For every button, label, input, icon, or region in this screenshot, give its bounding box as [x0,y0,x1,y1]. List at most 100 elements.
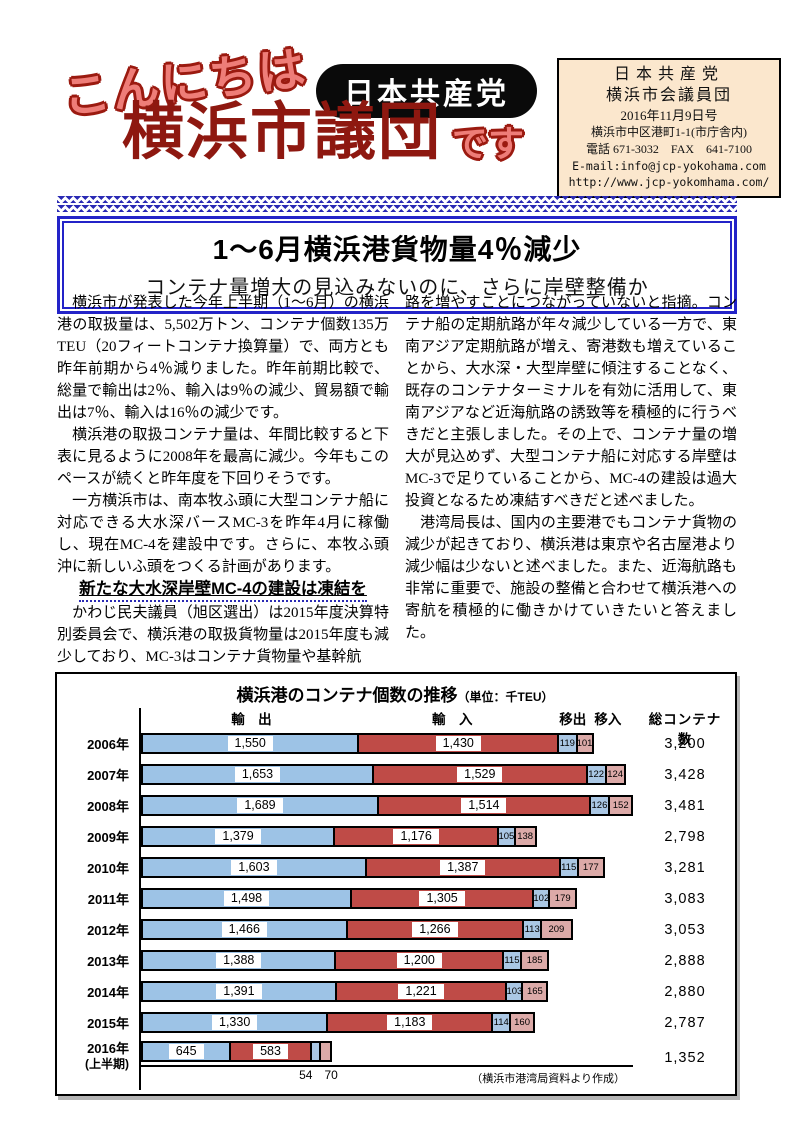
transfer-out-value-label: 103 [506,986,523,997]
export-bar-segment: 1,330 [143,1014,327,1031]
chart-year-label: 2010年 [87,861,129,876]
container-volume-chart: 横浜港のコンテナ個数の推移（単位：千TEU） 輸 出 輸 入 移出 移入 総コン… [55,672,737,1096]
transfer-out-bar-segment [309,1043,319,1060]
chart-bar-area: 1,689 1,514 126 152 [139,790,643,821]
chart-bar-area: 1,330 1,183 114 160 [139,1007,643,1038]
transfer-in-value-label: 160 [514,1017,530,1028]
chart-title: 横浜港のコンテナ個数の推移（単位：千TEU） [63,681,727,706]
transfer-in-bar-segment: 160 [509,1014,534,1031]
chart-row: 2016年 (上半期) 645 583 54 70 1,352 [63,1038,727,1090]
article-body: 横浜市が発表した今年上半期（1～6月）の横浜港の取扱量は、5,502万トン、コン… [57,292,737,668]
stacked-bar: 1,379 1,176 105 138 [141,826,537,847]
import-bar-segment: 1,305 [349,890,533,907]
chart-year-sublabel: (上半期) [85,1057,129,1072]
chart-bar-area: 1,653 1,529 122 124 [139,759,643,790]
import-bar-segment: 1,430 [357,735,558,752]
article-left-column: 横浜市が発表した今年上半期（1～6月）の横浜港の取扱量は、5,502万トン、コン… [57,292,389,668]
import-value-label: 1,183 [387,1015,433,1030]
stacked-bar: 645 583 [141,1041,333,1062]
transfer-out-bar-segment: 114 [491,1014,510,1031]
import-bar-segment: 1,266 [345,921,523,938]
stacked-bar: 1,391 1,221 103 165 [141,981,549,1002]
total-count-label: 3,200 [664,735,706,752]
export-value-label: 1,388 [216,953,262,968]
chart-unit-label: （単位：千TEU） [457,690,554,704]
publisher-party: 日本共産党 [613,66,724,83]
import-value-label: 1,387 [440,860,486,875]
publisher-address: 横浜市中区港町1-1(市庁舎内) [591,125,747,140]
transfer-in-value-label: 152 [612,800,629,811]
transfer-out-value-label: 113 [524,924,540,935]
chart-bar-area: 1,550 1,430 119 101 [139,728,643,759]
total-count-label: 2,880 [664,983,706,1000]
import-bar-segment: 1,387 [364,859,559,876]
transfer-in-bar-segment: 177 [576,859,604,876]
transfer-in-value-label: 138 [517,831,534,842]
import-value-label: 1,176 [393,829,439,844]
import-value-label: 1,430 [435,736,481,751]
export-bar-segment: 1,379 [143,828,334,845]
chart-year-label: 2013年 [87,954,129,969]
paragraph: 港湾局長は、国内の主要港でもコンテナ貨物の減少が起きており、横浜港は東京や名古屋… [405,515,737,641]
party-badge: 日本共産党 [316,64,537,118]
publisher-group: 横浜市会議員団 [605,86,732,104]
paragraph: 横浜市が発表した今年上半期（1～6月）の横浜港の取扱量は、5,502万トン、コン… [57,295,389,421]
chart-row: 2007年 1,653 1,529 122 124 3,428 [63,759,727,790]
import-bar-segment: 1,183 [326,1014,492,1031]
import-bar-segment: 1,200 [334,952,502,969]
export-bar-segment: 1,466 [143,921,346,938]
chart-year-label: 2015年 [87,1016,129,1031]
chart-bar-area: 1,388 1,200 115 185 [139,945,643,976]
masthead-title-row: 横浜市議団 です [122,102,524,164]
transfer-out-bar-segment: 103 [505,983,523,1000]
transfer-in-value-label: 179 [554,893,571,904]
headline-box-inner: 1～6月横浜港貨物量4％減少 コンテナ量増大の見込みないのに、さらに岸壁整備か [62,221,732,309]
chart-bar-area: 1,498 1,305 102 179 [139,883,643,914]
chart-row: 2009年 1,379 1,176 105 138 2,798 [63,821,727,852]
transfer-out-value-label: 102 [533,893,550,904]
import-bar-segment: 1,514 [376,797,589,814]
transfer-out-bar-segment: 126 [588,797,609,814]
headline-subtitle: コンテナ量増大の見込みないのに、さらに岸壁整備か [145,277,649,299]
title-suffix: です [452,123,525,165]
chart-year-label: 2007年 [87,768,129,783]
import-column-header: 輸 入 [431,712,473,727]
chart-year-label: 2011年 [87,892,129,907]
import-bar-segment: 583 [229,1043,310,1060]
transfer-values-below: 54 70 [299,1068,338,1082]
transfer-in-bar-segment: 185 [519,952,548,969]
publisher-phone-fax: 電話 671-3032 FAX 641-7100 [585,142,753,157]
chart-header-spacer [63,708,139,728]
total-count-label: 2,888 [664,952,706,969]
transfer-out-value-label: 122 [588,769,605,780]
stacked-bar: 1,603 1,387 115 177 [141,857,606,878]
transfer-out-bar-segment: 105 [497,828,515,845]
paragraph: 横浜港の取扱コンテナ量は、年間比較すると下表に見るように2008年を最高に減少。… [57,427,389,487]
paragraph: 路を増やすことにつながっていないと指摘。コンテナ船の定期航路が年々減少している一… [405,295,737,509]
transfer-out-value-label: 115 [504,955,520,966]
transfer-out-column-header: 移出 [559,712,587,727]
wavy-divider [57,196,737,214]
stacked-bar: 1,330 1,183 114 160 [141,1012,536,1033]
transfer-out-value-label: 105 [498,831,515,842]
transfer-in-bar-segment: 124 [604,766,624,783]
total-count-label: 2,787 [664,1014,706,1031]
publisher-info-box: 日本共産党 横浜市会議員団 2016年11月9日号 横浜市中区港町1-1(市庁舎… [557,58,781,198]
transfer-in-bar-segment: 165 [521,983,547,1000]
transfer-in-column-header: 移入 [594,712,622,727]
export-value-label: 1,466 [221,922,267,937]
transfer-in-value-label: 124 [607,769,624,780]
transfer-out-bar-segment: 119 [557,735,576,752]
masthead: こんにちは 日本共産党 横浜市議団 です 日本共産党 横浜市会議員団 2016年… [0,0,793,198]
chart-year-label: 2009年 [87,830,129,845]
transfer-out-bar-segment: 102 [532,890,550,907]
chart-header-bar-area: 輸 出 輸 入 移出 移入 [139,708,643,728]
export-bar-segment: 1,653 [143,766,372,783]
chart-row: 2014年 1,391 1,221 103 165 2,880 [63,976,727,1007]
transfer-in-value-label: 185 [526,955,543,966]
chart-row: 2010年 1,603 1,387 115 177 3,281 [63,852,727,883]
chart-bar-area: 1,379 1,176 105 138 [139,821,643,852]
transfer-out-bar-segment: 115 [502,952,520,969]
chart-row: 2008年 1,689 1,514 126 152 3,481 [63,790,727,821]
